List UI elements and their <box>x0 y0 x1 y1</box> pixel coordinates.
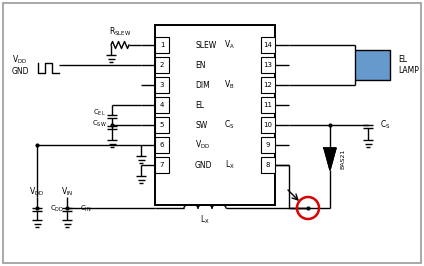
Text: 10: 10 <box>263 122 273 128</box>
Bar <box>261 77 275 93</box>
Text: V$_{\rm DD}$: V$_{\rm DD}$ <box>195 139 210 151</box>
Text: C$_{\rm S}$: C$_{\rm S}$ <box>380 119 391 131</box>
Text: L$_{\rm X}$: L$_{\rm X}$ <box>200 214 210 226</box>
Text: BAS21: BAS21 <box>340 149 346 169</box>
Text: C$_{\rm DD}$: C$_{\rm DD}$ <box>50 204 64 214</box>
Bar <box>261 37 275 53</box>
Text: GND: GND <box>195 160 212 169</box>
Text: DIM: DIM <box>195 81 210 89</box>
Text: V$_{\rm IN}$: V$_{\rm IN}$ <box>61 186 73 198</box>
Text: C$_{\rm S}$: C$_{\rm S}$ <box>224 119 235 131</box>
Text: MAX4990: MAX4990 <box>187 108 242 118</box>
Text: 1: 1 <box>160 42 164 48</box>
Text: V$_{\rm DD}$: V$_{\rm DD}$ <box>29 186 45 198</box>
Text: 9: 9 <box>266 142 270 148</box>
Bar <box>155 137 169 153</box>
Bar <box>261 117 275 133</box>
Bar <box>155 97 169 113</box>
Text: 13: 13 <box>263 62 273 68</box>
Text: 7: 7 <box>160 162 164 168</box>
Text: C$_{\rm EL}$: C$_{\rm EL}$ <box>92 108 106 118</box>
Text: SW: SW <box>195 120 207 130</box>
Text: V$_{\rm B}$: V$_{\rm B}$ <box>224 79 235 91</box>
Text: C$_{\rm SW}$: C$_{\rm SW}$ <box>92 119 106 129</box>
Text: $\bfit{MAXIM}$: $\bfit{MAXIM}$ <box>189 89 239 102</box>
Bar <box>155 37 169 53</box>
Text: 4: 4 <box>160 102 164 108</box>
Text: V$_{\rm DD}$: V$_{\rm DD}$ <box>12 54 27 66</box>
Bar <box>155 117 169 133</box>
Text: 14: 14 <box>264 42 273 48</box>
Bar <box>261 97 275 113</box>
Text: 11: 11 <box>263 102 273 108</box>
Text: SLEW: SLEW <box>195 40 216 49</box>
Text: V$_{\rm A}$: V$_{\rm A}$ <box>224 39 235 51</box>
Text: 8: 8 <box>266 162 270 168</box>
Text: EN: EN <box>195 60 206 69</box>
Text: C$_{\rm IN}$: C$_{\rm IN}$ <box>80 204 92 214</box>
Text: R$_{\rm SLEW}$: R$_{\rm SLEW}$ <box>109 26 131 38</box>
Text: 6: 6 <box>160 142 164 148</box>
Bar <box>155 157 169 173</box>
Bar <box>355 50 390 80</box>
Polygon shape <box>324 148 336 170</box>
Text: L$_{\rm X}$: L$_{\rm X}$ <box>225 159 235 171</box>
Bar <box>155 25 275 205</box>
Text: 12: 12 <box>264 82 273 88</box>
Bar <box>155 57 169 73</box>
Bar <box>261 157 275 173</box>
Bar <box>155 77 169 93</box>
Bar <box>261 57 275 73</box>
Text: GND: GND <box>12 66 30 76</box>
Text: EL
LAMP: EL LAMP <box>398 55 419 75</box>
Text: EL: EL <box>195 101 204 110</box>
Bar <box>261 137 275 153</box>
Text: 2: 2 <box>160 62 164 68</box>
Text: 3: 3 <box>160 82 164 88</box>
Text: 5: 5 <box>160 122 164 128</box>
